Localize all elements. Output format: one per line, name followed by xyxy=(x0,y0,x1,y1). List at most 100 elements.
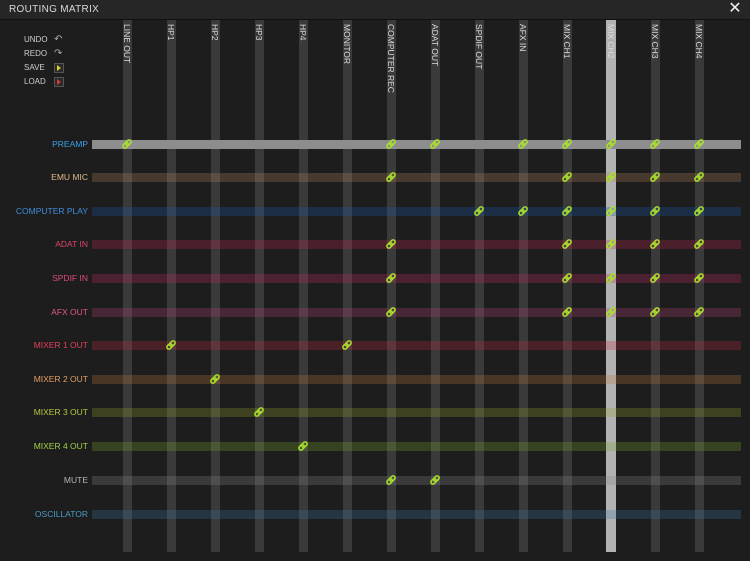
column-label: HP4 xyxy=(298,24,308,41)
column-hp3[interactable] xyxy=(255,20,264,552)
link-icon[interactable] xyxy=(649,138,661,150)
column-mix-ch4[interactable] xyxy=(695,20,704,552)
link-icon[interactable] xyxy=(649,272,661,284)
link-icon[interactable] xyxy=(253,406,265,418)
row-mute[interactable] xyxy=(92,476,741,485)
row-label: SPDIF IN xyxy=(52,273,88,283)
link-icon[interactable] xyxy=(693,272,705,284)
column-mix-ch2[interactable] xyxy=(606,20,616,552)
row-oscillator[interactable] xyxy=(92,510,741,519)
link-icon[interactable] xyxy=(121,138,133,150)
column-computer-rec[interactable] xyxy=(387,20,396,552)
link-icon[interactable] xyxy=(385,171,397,183)
link-icon[interactable] xyxy=(561,272,573,284)
link-icon[interactable] xyxy=(693,171,705,183)
column-monitor[interactable] xyxy=(343,20,352,552)
column-label: MONITOR xyxy=(342,24,352,64)
column-label: HP3 xyxy=(254,24,264,41)
column-hp4[interactable] xyxy=(299,20,308,552)
link-icon[interactable] xyxy=(473,205,485,217)
link-icon[interactable] xyxy=(649,171,661,183)
link-icon[interactable] xyxy=(297,440,309,452)
column-spdif-out[interactable] xyxy=(475,20,484,552)
link-icon[interactable] xyxy=(605,138,617,150)
link-icon[interactable] xyxy=(385,272,397,284)
link-icon[interactable] xyxy=(561,138,573,150)
save-button[interactable]: SAVE xyxy=(24,62,64,74)
link-icon[interactable] xyxy=(561,238,573,250)
link-icon[interactable] xyxy=(517,138,529,150)
column-hp2[interactable] xyxy=(211,20,220,552)
row-mixer-4-out[interactable] xyxy=(92,442,741,451)
row-mixer-3-out[interactable] xyxy=(92,408,741,417)
column-afx-in[interactable] xyxy=(519,20,528,552)
row-label: PREAMP xyxy=(52,139,88,149)
row-adat-in[interactable] xyxy=(92,240,741,249)
row-spdif-in[interactable] xyxy=(92,274,741,283)
link-icon[interactable] xyxy=(517,205,529,217)
column-hp1[interactable] xyxy=(167,20,176,552)
link-icon[interactable] xyxy=(605,272,617,284)
row-computer-play[interactable] xyxy=(92,207,741,216)
link-icon[interactable] xyxy=(209,373,221,385)
link-icon[interactable] xyxy=(429,138,441,150)
undo-icon: ↶ xyxy=(54,34,63,45)
row-label: MIXER 1 OUT xyxy=(33,340,88,350)
redo-button[interactable]: REDO ↷ xyxy=(24,48,62,60)
link-icon[interactable] xyxy=(429,474,441,486)
column-adat-out[interactable] xyxy=(431,20,440,552)
link-icon[interactable] xyxy=(385,474,397,486)
link-icon[interactable] xyxy=(385,138,397,150)
row-label: MUTE xyxy=(63,475,88,485)
row-emu-mic[interactable] xyxy=(92,173,741,182)
link-icon[interactable] xyxy=(605,205,617,217)
link-icon[interactable] xyxy=(605,171,617,183)
column-label: LINE OUT xyxy=(122,24,132,64)
undo-button[interactable]: UNDO ↶ xyxy=(24,34,62,46)
link-icon[interactable] xyxy=(341,339,353,351)
row-afx-out[interactable] xyxy=(92,308,741,317)
column-line-out[interactable] xyxy=(123,20,132,552)
column-label: ADAT OUT xyxy=(430,24,440,67)
link-icon[interactable] xyxy=(385,306,397,318)
redo-icon: ↷ xyxy=(54,48,63,59)
row-label: AFX OUT xyxy=(51,307,88,317)
title-bar: ROUTING MATRIX ✕ xyxy=(0,0,750,20)
link-icon[interactable] xyxy=(649,205,661,217)
link-icon[interactable] xyxy=(693,238,705,250)
link-icon[interactable] xyxy=(561,171,573,183)
link-icon[interactable] xyxy=(693,306,705,318)
row-preamp[interactable] xyxy=(92,140,741,149)
undo-label: UNDO xyxy=(24,35,48,44)
save-label: SAVE xyxy=(24,63,45,72)
link-icon[interactable] xyxy=(385,238,397,250)
column-mix-ch1[interactable] xyxy=(563,20,572,552)
row-label: COMPUTER PLAY xyxy=(15,206,88,216)
link-icon[interactable] xyxy=(605,306,617,318)
link-icon[interactable] xyxy=(605,238,617,250)
column-label: COMPUTER REC xyxy=(386,24,396,93)
column-label: MIX CH2 xyxy=(606,24,616,59)
link-icon[interactable] xyxy=(649,238,661,250)
row-label: MIXER 3 OUT xyxy=(33,407,88,417)
column-label: MIX CH1 xyxy=(562,24,572,59)
column-label: AFX IN xyxy=(518,24,528,52)
link-icon[interactable] xyxy=(561,306,573,318)
redo-label: REDO xyxy=(24,49,48,58)
link-icon[interactable] xyxy=(693,138,705,150)
link-icon[interactable] xyxy=(649,306,661,318)
close-icon[interactable]: ✕ xyxy=(728,0,742,17)
link-icon[interactable] xyxy=(561,205,573,217)
row-mixer-2-out[interactable] xyxy=(92,375,741,384)
link-icon[interactable] xyxy=(165,339,177,351)
save-icon xyxy=(54,63,64,73)
column-label: MIX CH4 xyxy=(694,24,704,59)
row-mixer-1-out[interactable] xyxy=(92,341,741,350)
row-label: MIXER 4 OUT xyxy=(33,441,88,451)
load-button[interactable]: LOAD xyxy=(24,76,64,88)
row-label: MIXER 2 OUT xyxy=(33,374,88,384)
column-label: MIX CH3 xyxy=(650,24,660,59)
link-icon[interactable] xyxy=(693,205,705,217)
column-mix-ch3[interactable] xyxy=(651,20,660,552)
